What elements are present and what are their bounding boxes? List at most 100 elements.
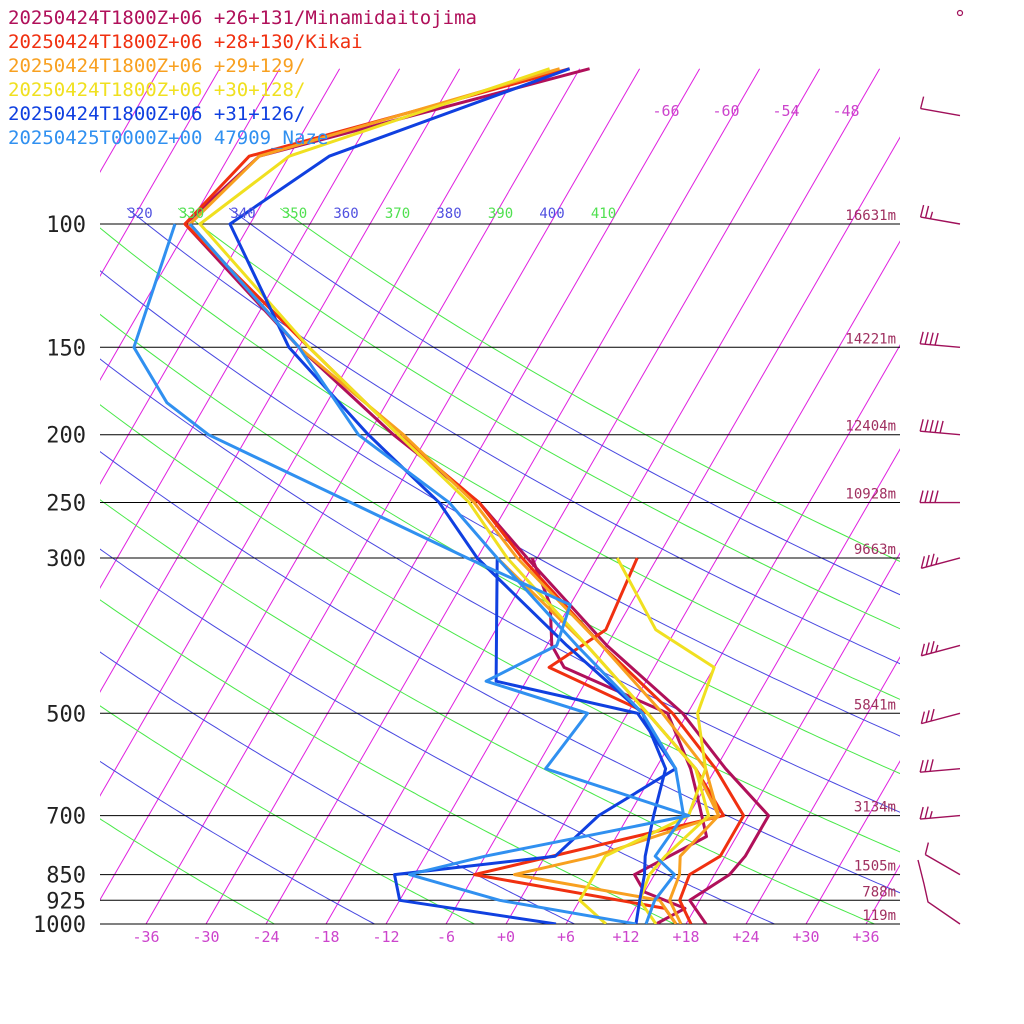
height-label: 1505m xyxy=(854,859,896,875)
pressure-label: 850 xyxy=(46,864,86,889)
temp-tick-label: +0 xyxy=(497,928,515,946)
isotherm-line xyxy=(986,69,1024,924)
isotherm-line xyxy=(0,69,40,924)
profile-lines xyxy=(132,67,771,924)
isotherm-line xyxy=(100,68,521,797)
temp-tick-label: -30 xyxy=(192,928,219,946)
temp-tick-label: +18 xyxy=(672,928,699,946)
upper-isotherm-label: -48 xyxy=(832,102,859,120)
temp-tick-label: -36 xyxy=(132,928,159,946)
isotherm-line xyxy=(505,240,900,924)
temp-tick-label: -12 xyxy=(372,928,399,946)
dewpoint-line-0 xyxy=(530,557,708,924)
legend-entry-minamidaitojima: 20250424T1800Z+06 +26+131/Minamidaitojim… xyxy=(8,7,477,29)
dry-adiabat-line xyxy=(100,227,900,700)
height-label: 3134m xyxy=(854,800,896,816)
isotherm-line xyxy=(100,68,461,693)
isotherm-line xyxy=(685,552,900,924)
height-label: 788m xyxy=(862,884,896,900)
legend-entry-30-128: 20250424T1800Z+06 +30+128/ xyxy=(8,79,306,101)
theta-label: 380 xyxy=(436,206,461,222)
theta-label: 400 xyxy=(539,206,564,222)
pressure-label: 250 xyxy=(46,492,86,517)
temp-tick-label: -6 xyxy=(437,928,455,946)
pressure-label: 200 xyxy=(46,424,86,449)
pressure-label: 300 xyxy=(46,547,86,572)
isotherm-line xyxy=(805,760,900,924)
dewpoint-line-5 xyxy=(132,223,691,924)
pressure-label: 700 xyxy=(46,805,86,830)
isotherm-line xyxy=(445,136,900,924)
isotherm-line xyxy=(145,68,641,924)
legend-entry-31-126: 20250424T1800Z+06 +31+126/ xyxy=(8,103,306,125)
corner-marker xyxy=(956,9,964,17)
dry-adiabat-line xyxy=(280,207,900,563)
wind-barb xyxy=(919,490,960,504)
wind-barb xyxy=(920,708,961,725)
dry-adiabat-line xyxy=(100,548,775,924)
height-label: 5841m xyxy=(854,697,896,713)
isotherm-line xyxy=(265,68,761,924)
wind-barb xyxy=(919,759,961,773)
dewpoint-line-3 xyxy=(578,557,716,924)
dewpoint-line-4 xyxy=(393,557,678,924)
theta-label: 390 xyxy=(488,206,513,222)
isotherm-line xyxy=(385,68,881,924)
isotherm-line xyxy=(100,68,581,901)
dry-adiabat-line xyxy=(126,208,900,665)
legend-entry-naze: 20250425T0000Z+00 47909_Naze xyxy=(8,127,329,149)
temperature-line-4 xyxy=(228,67,668,924)
wind-barb xyxy=(920,641,961,657)
height-label: 12404m xyxy=(845,419,896,435)
legend-entry-29-129: 20250424T1800Z+06 +29+129/ xyxy=(8,55,306,77)
dry-adiabat-line xyxy=(100,313,900,775)
pressure-label: 925 xyxy=(46,889,86,914)
isobar-lines xyxy=(100,223,900,925)
dry-adiabat-line xyxy=(100,404,900,853)
temp-tick-label: +36 xyxy=(852,928,879,946)
theta-label: 340 xyxy=(230,206,255,222)
low-level-wind-trace xyxy=(917,859,961,925)
height-label: 10928m xyxy=(845,487,896,503)
legend: 20250424T1800Z+06 +26+131/Minamidaitojim… xyxy=(8,6,477,150)
theta-label: 410 xyxy=(591,206,616,222)
height-label: 9663m xyxy=(854,542,896,558)
wind-barb xyxy=(919,96,961,117)
isotherm-line xyxy=(100,68,221,277)
isotherm-line xyxy=(100,68,401,589)
temp-tick-label: +30 xyxy=(792,928,819,946)
isotherm-line xyxy=(565,344,900,924)
isotherm-line xyxy=(205,68,701,924)
isotherm-line xyxy=(745,656,900,924)
height-label: 119m xyxy=(862,908,896,924)
upper-isotherm-label: -54 xyxy=(772,102,799,120)
pressure-label: 100 xyxy=(46,213,86,238)
isotherm-line xyxy=(100,68,341,485)
pressure-label: 150 xyxy=(46,336,86,361)
wind-barb xyxy=(924,842,961,876)
isotherm-line xyxy=(926,69,1024,924)
height-label: 16631m xyxy=(845,208,896,224)
temp-tick-label: +6 xyxy=(557,928,575,946)
wind-barb xyxy=(919,204,961,225)
dry-adiabat-line xyxy=(177,208,900,630)
wind-barb xyxy=(919,419,961,436)
theta-label: 370 xyxy=(385,206,410,222)
temp-tick-label: -18 xyxy=(312,928,339,946)
theta-label: 360 xyxy=(333,206,358,222)
wind-barbs xyxy=(917,96,961,925)
wind-barb xyxy=(919,806,961,820)
wind-barb xyxy=(919,331,961,348)
wind-barb xyxy=(920,553,961,570)
temp-tick-label: +12 xyxy=(612,928,639,946)
dry-adiabat-line xyxy=(228,207,900,596)
height-label: 14221m xyxy=(845,331,896,347)
dry-adiabat-line xyxy=(100,358,900,813)
temperature-line-3 xyxy=(198,67,711,924)
temperature-line-5 xyxy=(188,223,686,924)
pressure-label: 1000 xyxy=(33,913,86,938)
isotherm-line xyxy=(325,68,821,924)
temp-tick-label: +24 xyxy=(732,928,759,946)
